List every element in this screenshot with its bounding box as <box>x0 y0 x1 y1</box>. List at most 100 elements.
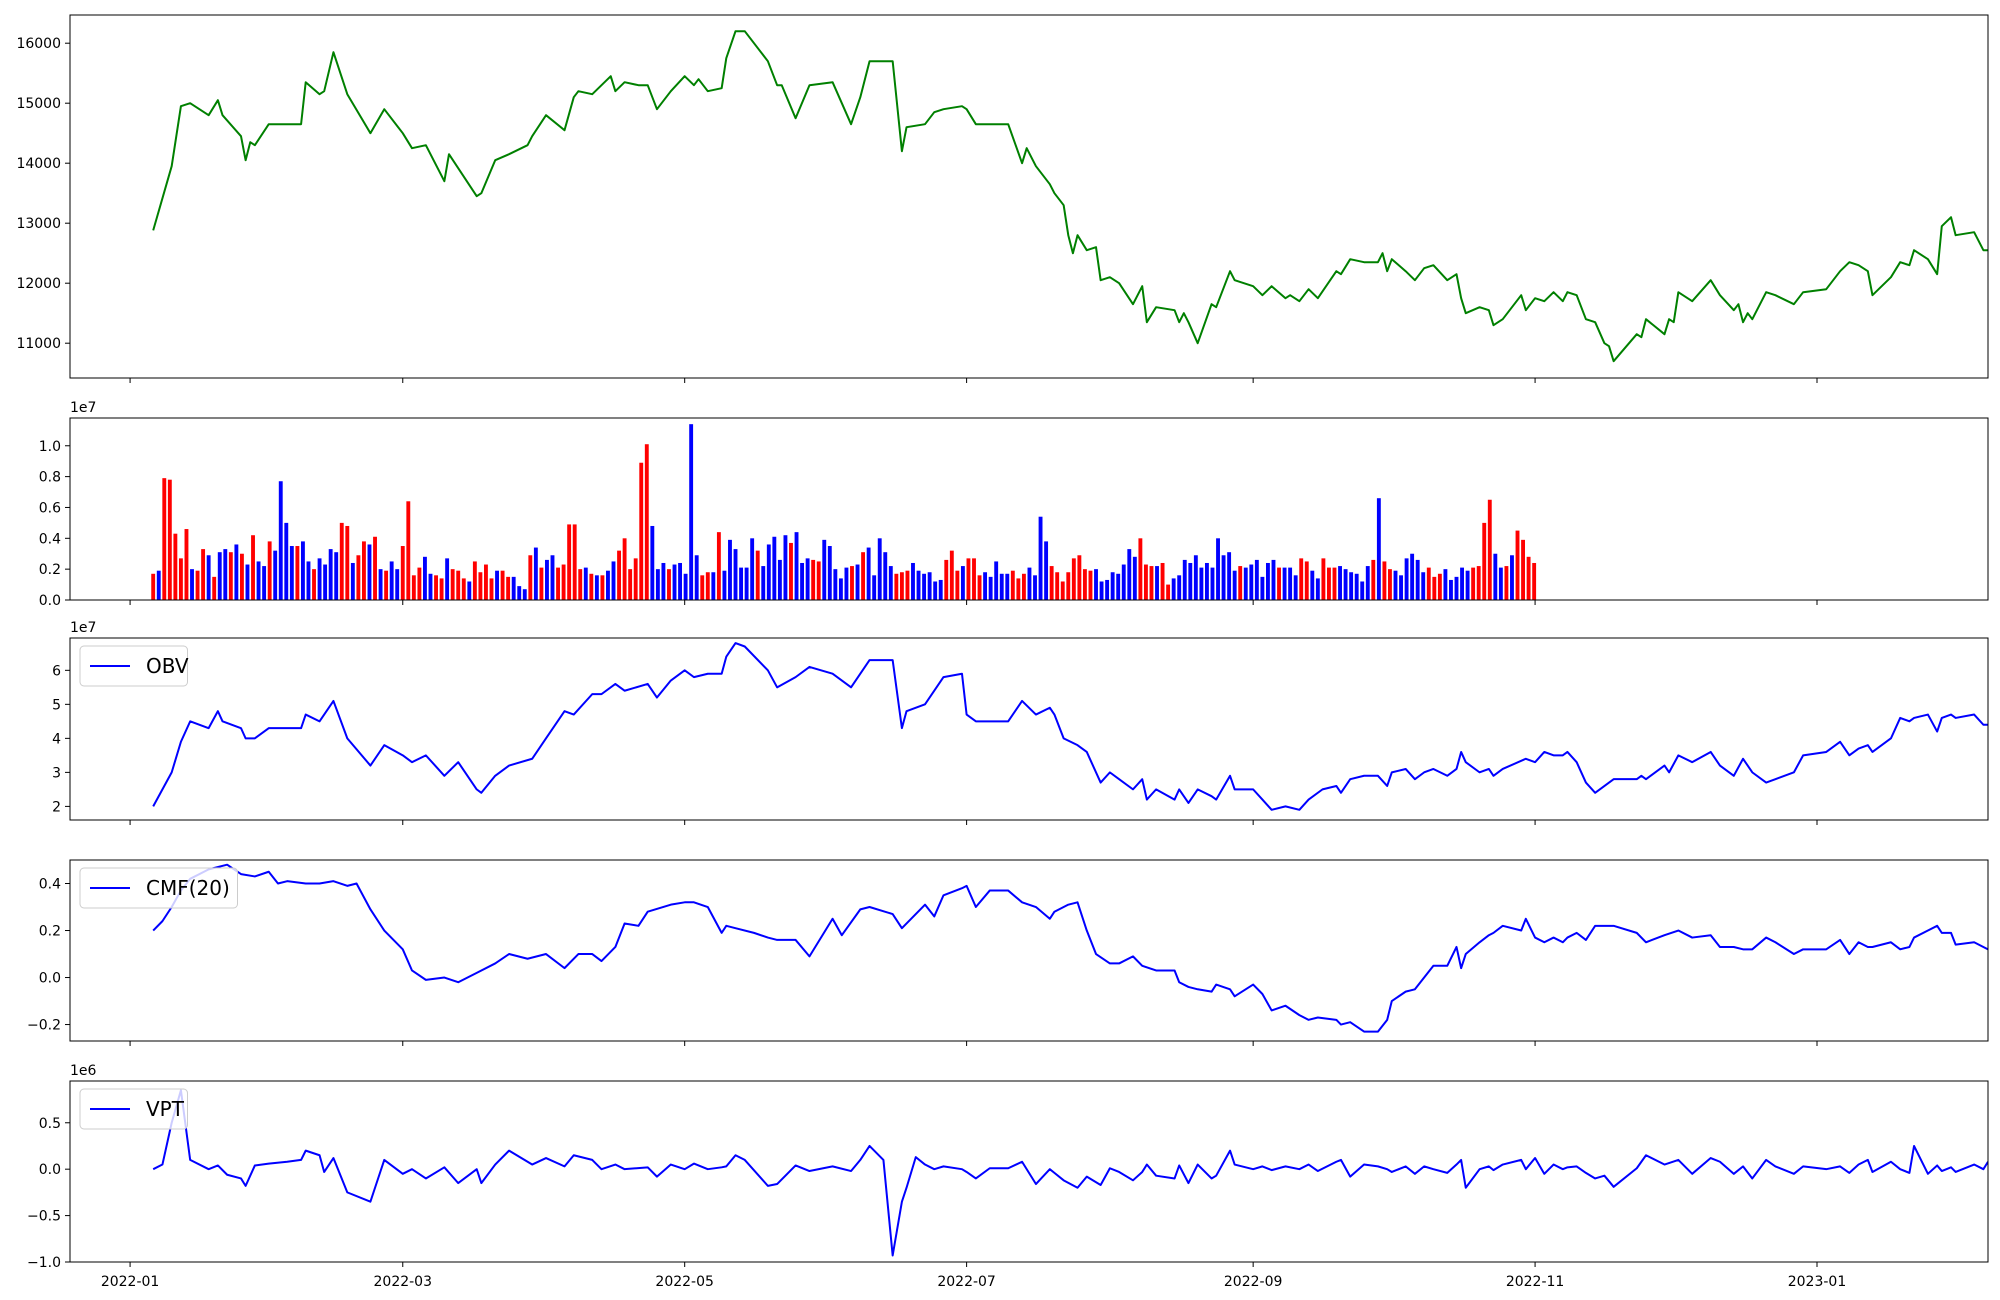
axes-frame <box>69 14 1989 379</box>
volume-bar <box>805 558 810 600</box>
volume-bar <box>267 541 272 600</box>
volume-bar <box>239 553 244 600</box>
volume-bar <box>373 536 377 600</box>
volume-bar <box>711 572 716 600</box>
volume-bar <box>467 581 472 600</box>
volume-bar <box>938 579 943 600</box>
volume-bar <box>766 544 771 600</box>
volume-bar <box>1521 539 1525 600</box>
volume-bar <box>212 576 217 600</box>
volume-bar <box>650 525 655 600</box>
volume-bar <box>1254 559 1259 600</box>
volume-bar <box>611 561 616 600</box>
volume-bar <box>922 573 927 600</box>
volume-bar <box>761 566 766 600</box>
volume-bar <box>500 570 505 600</box>
volume-bar <box>206 555 211 600</box>
volume-bar <box>683 573 688 600</box>
volume-bar <box>190 569 194 600</box>
axes-frame <box>69 1080 1989 1263</box>
volume-bar <box>450 569 455 600</box>
plot-area <box>152 1089 1988 1257</box>
volume-bar <box>561 564 566 600</box>
volume-bar <box>1338 566 1342 600</box>
volume-bar <box>600 575 605 600</box>
volume-bar <box>899 572 904 600</box>
volume-bar <box>655 569 660 600</box>
volume-bar <box>1304 561 1309 600</box>
volume-bar <box>434 575 438 600</box>
volume-bar <box>861 552 866 600</box>
x-tick-label: 2022-07 <box>937 1274 996 1290</box>
volume-bar <box>1410 553 1415 600</box>
volume-bar <box>972 558 976 600</box>
volume-bar <box>1360 581 1365 600</box>
volume-bar <box>1299 558 1304 600</box>
volume-bar <box>1376 498 1381 600</box>
volume-bar <box>855 564 860 600</box>
volume-bar <box>672 564 677 600</box>
volume-bar <box>1515 530 1520 600</box>
volume-bar <box>456 570 461 600</box>
volume-bar <box>1216 538 1220 600</box>
volume-bar <box>628 569 633 600</box>
volume-bar <box>1221 555 1226 600</box>
volume-bar <box>800 562 805 600</box>
volume-bar <box>195 570 200 600</box>
y-tick-label: −1.0 <box>27 1255 61 1271</box>
volume-bar <box>850 566 854 600</box>
volume-bar <box>1354 573 1359 600</box>
y-tick-label: 1.0 <box>39 439 61 455</box>
y-tick-label: 0.0 <box>39 593 61 609</box>
volume-bar <box>1404 558 1409 600</box>
volume-bar <box>883 552 888 600</box>
volume-bar <box>1160 562 1165 600</box>
volume-bar <box>1143 564 1148 600</box>
y-tick-label: 0.6 <box>39 500 61 516</box>
volume-bar <box>700 575 705 600</box>
volume-bar <box>262 566 267 600</box>
x-tick-label: 2022-03 <box>374 1274 433 1290</box>
volume-bar <box>1426 567 1431 600</box>
volume-bar <box>484 564 488 600</box>
axes-frame <box>69 859 1989 1042</box>
volume-bar <box>1227 552 1232 600</box>
legend-label: CMF(20) <box>146 876 230 900</box>
legend-box <box>79 1088 188 1130</box>
volume-bar <box>838 578 843 600</box>
volume-bar <box>844 567 849 600</box>
y-tick-label: 3 <box>52 765 61 781</box>
legend-label: VPT <box>146 1097 185 1121</box>
y-tick-label: 15000 <box>16 96 61 112</box>
volume-bar <box>1166 584 1171 600</box>
volume-bar <box>151 573 156 600</box>
volume-bar <box>1055 572 1060 600</box>
volume-bar <box>1138 538 1143 600</box>
volume-bar <box>783 535 788 600</box>
y-tick-label: 14000 <box>16 156 61 172</box>
volume-bar <box>678 562 682 600</box>
volume-bar <box>506 576 511 600</box>
volume-bar <box>528 555 533 600</box>
obv-line <box>152 642 1988 811</box>
plot-area <box>152 30 1988 363</box>
volume-bar <box>295 546 300 600</box>
volume-bar <box>1449 579 1453 600</box>
volume-bar <box>173 533 178 600</box>
volume-bar <box>167 479 172 600</box>
volume-bar <box>1421 572 1426 600</box>
volume-bar <box>495 570 499 600</box>
legend: OBV <box>79 645 189 687</box>
volume-bar <box>184 529 189 600</box>
volume-bar <box>461 578 466 600</box>
volume-bar <box>1066 572 1071 600</box>
y-tick-label: 4 <box>52 731 61 747</box>
volume-bar <box>606 570 610 600</box>
volume-bar <box>384 570 389 600</box>
panel-2: 0.0 0.2 0.4 0.6 0.8 1.0 1e7 <box>39 400 1989 609</box>
volume-bar <box>639 462 644 600</box>
y-tick-label: 0.5 <box>39 1116 61 1132</box>
axis-offset-label: 1e7 <box>70 400 96 416</box>
volume-bar <box>417 567 422 600</box>
